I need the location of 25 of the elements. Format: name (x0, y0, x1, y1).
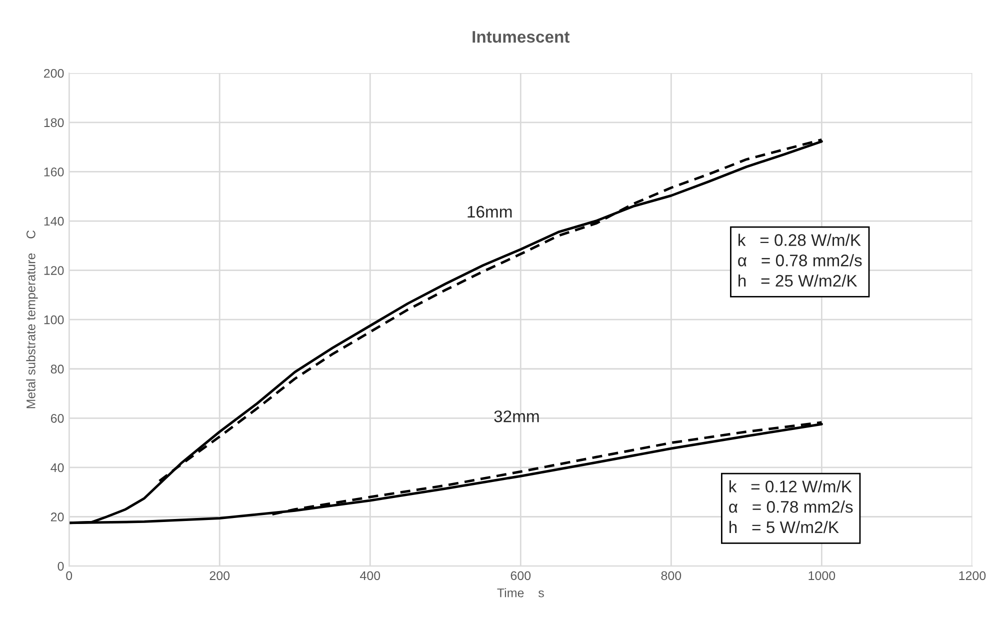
x-axis-title: Time s (497, 588, 544, 598)
x-tick-label: 1000 (808, 571, 836, 580)
annotation: 16mm (468, 206, 512, 218)
annotation: k = 0.12 W/m/K α = 0.78 mm2/s h = 5 W/m2/K (729, 480, 853, 534)
chart-title: Intumescent (472, 31, 570, 43)
y-tick-label: 80 (50, 364, 64, 374)
y-tick-label: 60 (50, 414, 64, 423)
y-tick-label: 180 (44, 118, 64, 128)
x-tick-label: 400 (360, 571, 380, 580)
annotation: 32mm (494, 410, 539, 422)
x-tick-label: 800 (661, 571, 682, 580)
y-tick-label: 20 (50, 512, 64, 522)
y-axis-title: Metal substrate temperature C (26, 230, 38, 408)
annotation: k = 0.28 W/m/K α = 0.78 mm2/s h = 25 W/m2/K (738, 234, 862, 287)
x-tick-label: 0 (66, 571, 72, 580)
y-tick-label: 100 (44, 315, 64, 324)
y-tick-label: 0 (58, 562, 64, 571)
y-tick-label: 200 (44, 68, 64, 78)
x-tick-label: 200 (210, 571, 230, 580)
y-tick-label: 160 (44, 168, 64, 176)
y-tick-label: 40 (50, 463, 64, 472)
y-tick-label: 140 (44, 216, 64, 226)
y-tick-label: 120 (44, 266, 64, 275)
x-tick-label: 600 (510, 571, 531, 580)
x-tick-label: 1200 (959, 571, 986, 580)
